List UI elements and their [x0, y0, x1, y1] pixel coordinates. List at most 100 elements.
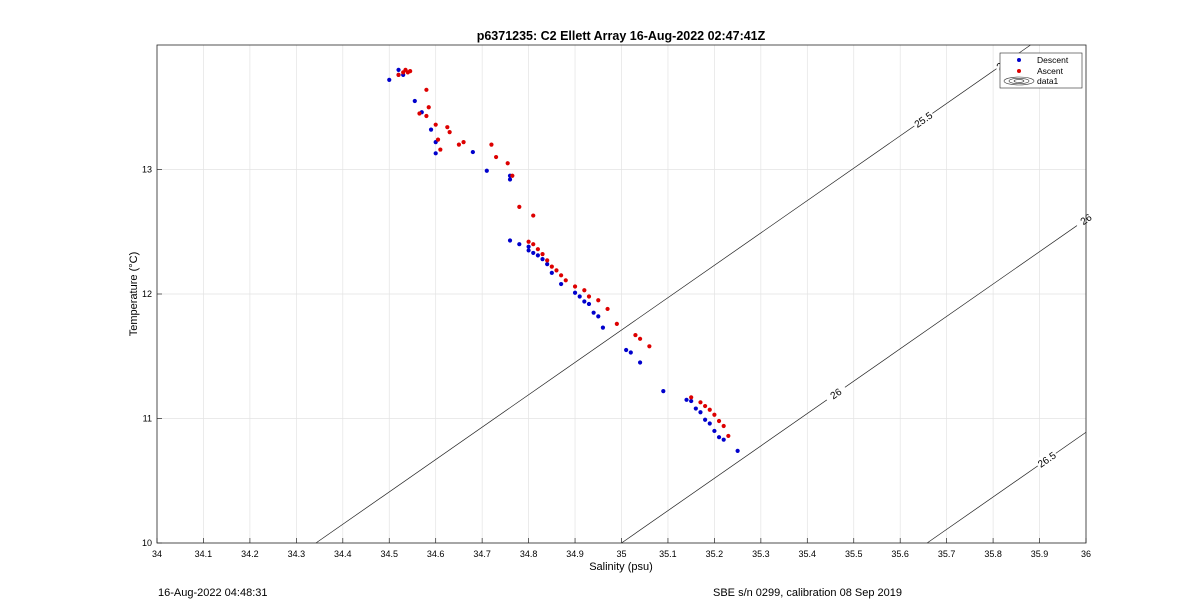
descent-point — [526, 248, 531, 253]
chart-title: p6371235: C2 Ellett Array 16-Aug-2022 02… — [477, 29, 766, 43]
ascent-point — [540, 252, 545, 257]
descent-point — [507, 177, 513, 182]
ascent-point — [505, 161, 510, 166]
x-tick-label: 35 — [616, 549, 626, 559]
descent-point — [628, 350, 633, 355]
ascent-point — [510, 173, 515, 178]
ascent-point — [637, 336, 643, 341]
descent-point — [396, 67, 401, 72]
legend-marker-descent — [1017, 58, 1021, 62]
y-axis: 10 11 12 13 — [142, 165, 162, 548]
descent-point — [716, 435, 722, 440]
descent-point — [428, 127, 434, 132]
x-tick-label: 34.9 — [566, 549, 584, 559]
x-tick-label: 34 — [152, 549, 162, 559]
ascent-point — [531, 242, 536, 247]
descent-point — [637, 360, 643, 365]
ascent-point — [489, 142, 494, 147]
legend-label-ascent: Ascent — [1037, 66, 1064, 76]
y-tick-label: 12 — [142, 289, 152, 299]
ascent-point — [559, 273, 564, 278]
ascent-point — [526, 239, 531, 244]
x-tick-label: 36 — [1081, 549, 1091, 559]
descent-point — [693, 406, 698, 411]
ascent-point — [726, 433, 731, 439]
ascent-point — [517, 204, 522, 209]
descent-point — [545, 262, 550, 267]
x-tick-label: 34.1 — [195, 549, 213, 559]
descent-point — [470, 149, 475, 155]
contour-glyph-icon — [1003, 76, 1035, 86]
legend-box — [999, 52, 1083, 89]
ascent-point — [586, 294, 592, 299]
ascent-point — [447, 130, 452, 135]
x-tick-label: 35.9 — [1031, 549, 1049, 559]
legend-label-descent: Descent — [1037, 55, 1069, 65]
descent-point — [596, 314, 601, 319]
descent-point — [735, 448, 740, 453]
descent-point — [535, 253, 540, 258]
descent-point — [577, 294, 582, 299]
ascent-point — [596, 298, 601, 303]
descent-point — [582, 299, 587, 304]
ascent-point — [712, 412, 717, 417]
isopycnal-line — [621, 219, 1087, 544]
ascent-point — [554, 268, 559, 273]
x-tick-label: 34.8 — [520, 549, 538, 559]
x-tick-label: 34.5 — [380, 549, 398, 559]
x-tick-label: 35.8 — [984, 549, 1002, 559]
ascent-point — [531, 213, 536, 218]
ascent-point — [396, 72, 401, 77]
ascent-point — [647, 344, 652, 349]
footer-calibration: SBE s/n 0299, calibration 08 Sep 2019 — [713, 587, 902, 599]
legend: Descent Ascent data1 — [999, 52, 1083, 89]
ascent-point — [633, 332, 638, 338]
descent-point — [707, 421, 712, 426]
y-tick-label: 10 — [142, 538, 152, 548]
descent-point — [507, 238, 513, 243]
ascent-point — [438, 147, 443, 152]
legend-label-data1: data1 — [1037, 76, 1059, 86]
ascent-point — [572, 284, 578, 289]
grid — [156, 45, 1087, 544]
descent-point — [433, 151, 438, 156]
descent-point — [559, 281, 564, 287]
isopycnal-label-bg — [910, 108, 936, 131]
x-tick-label: 35.1 — [659, 549, 677, 559]
isopycnal-line — [926, 431, 1087, 544]
descent-point — [689, 398, 694, 404]
ascent-point — [445, 125, 450, 130]
descent-point — [526, 244, 531, 249]
descent-point — [698, 410, 703, 415]
x-tick-label: 35.7 — [938, 549, 956, 559]
descent-point — [703, 417, 708, 422]
y-tick-label: 13 — [142, 165, 152, 175]
descent-point — [412, 98, 417, 104]
x-axis-label: Salinity (psu) — [589, 561, 653, 573]
ascent-point — [403, 67, 408, 72]
ascent-point — [426, 105, 431, 110]
data-points — [387, 67, 740, 453]
ascent-point — [461, 140, 466, 145]
descent-point — [591, 310, 596, 315]
descent-point — [387, 77, 392, 82]
descent-point — [549, 270, 554, 275]
x-tick-label: 35.3 — [752, 549, 770, 559]
ascent-point — [535, 247, 540, 252]
ascent-point — [545, 258, 550, 263]
x-tick-label: 34.2 — [241, 549, 259, 559]
ascent-point — [417, 111, 422, 116]
ascent-point — [698, 400, 703, 405]
isopycnal-label-bg — [823, 382, 849, 405]
footer-timestamp: 16-Aug-2022 04:48:31 — [158, 587, 268, 599]
ascent-point — [721, 423, 726, 429]
ascent-point — [614, 321, 619, 326]
x-tick-label: 35.4 — [799, 549, 817, 559]
ascent-point — [582, 288, 587, 293]
x-tick-label: 34.6 — [427, 549, 445, 559]
isopycnal-line — [315, 44, 1031, 544]
y-tick-label: 11 — [143, 414, 152, 424]
descent-point — [484, 168, 489, 173]
legend-marker-ascent — [1017, 69, 1021, 73]
